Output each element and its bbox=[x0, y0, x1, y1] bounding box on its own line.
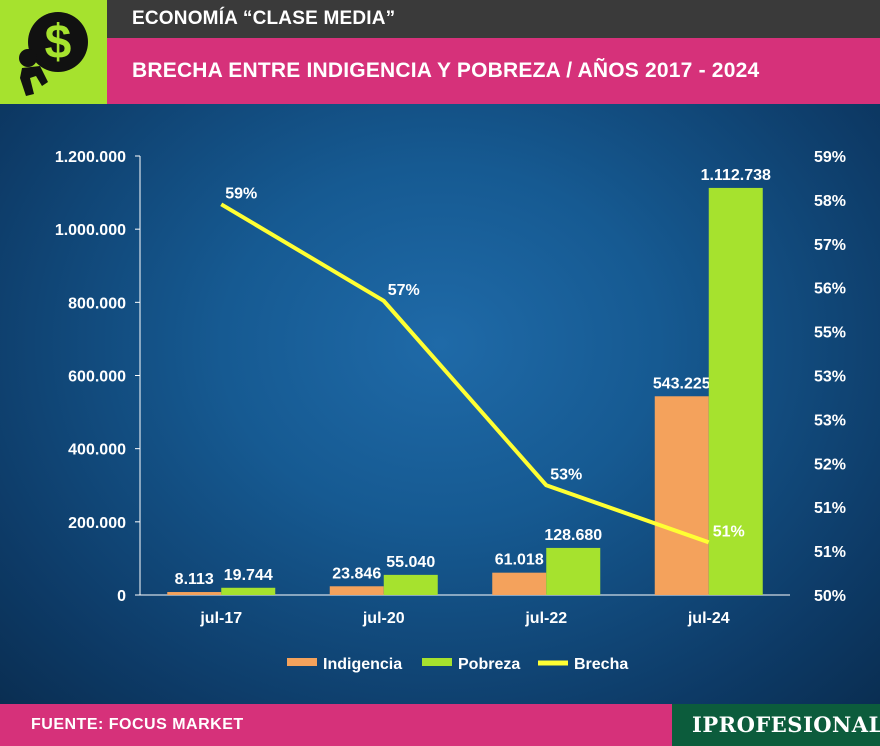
chart: 0 200.000 400.000 600.000 800.000 1.000.000 1.… bbox=[55, 149, 846, 673]
section-bar: ECONOMÍA “CLASE MEDIA” bbox=[107, 0, 880, 38]
right-tick-label: 52% bbox=[814, 456, 846, 473]
bar-label-indigencia: 61.018 bbox=[495, 552, 544, 569]
right-tick-label: 51% bbox=[814, 500, 846, 517]
bar-label-indigencia: 23.846 bbox=[332, 565, 381, 582]
right-tick-label: 57% bbox=[814, 237, 846, 254]
line-label-brecha: 59% bbox=[225, 185, 257, 202]
title-bar: BRECHA ENTRE INDIGENCIA Y POBREZA / AÑOS… bbox=[107, 38, 880, 104]
legend-label-brecha: Brecha bbox=[574, 656, 628, 673]
bar-pobreza bbox=[221, 587, 276, 595]
section-label: ECONOMÍA “CLASE MEDIA” bbox=[132, 8, 396, 29]
bar-label-pobreza: 55.040 bbox=[386, 554, 435, 571]
right-tick-label: 59% bbox=[814, 149, 846, 166]
legend-swatch-pobreza bbox=[422, 658, 452, 666]
x-tick-label: jul-17 bbox=[199, 610, 242, 627]
left-tick-label: 600.000 bbox=[68, 369, 126, 386]
left-tick-label: 1.200.000 bbox=[55, 149, 126, 166]
logo-box: $ bbox=[0, 0, 107, 104]
left-tick-label: 800.000 bbox=[68, 295, 126, 312]
right-tick-label: 50% bbox=[814, 588, 846, 605]
bar-indigencia bbox=[492, 572, 547, 595]
line-label-brecha: 51% bbox=[713, 523, 745, 540]
legend-label-indigencia: Indigencia bbox=[323, 656, 402, 673]
bar-indigencia bbox=[329, 586, 384, 595]
svg-text:$: $ bbox=[45, 16, 72, 69]
person-carrying-dollar-sign-icon: $ bbox=[19, 12, 88, 96]
left-tick-label: 400.000 bbox=[68, 442, 126, 459]
right-tick-label: 58% bbox=[814, 193, 846, 210]
bar-indigencia bbox=[654, 396, 709, 595]
right-tick-label: 55% bbox=[814, 325, 846, 342]
chart-title: BRECHA ENTRE INDIGENCIA Y POBREZA / AÑOS… bbox=[132, 59, 760, 82]
bar-label-pobreza: 19.744 bbox=[224, 567, 273, 584]
bar-label-pobreza: 128.680 bbox=[544, 527, 602, 544]
brand-logo: IPROFESIONAL bbox=[672, 704, 880, 746]
x-tick-label: jul-24 bbox=[687, 610, 730, 627]
bar-label-indigencia: 8.113 bbox=[175, 571, 214, 588]
brand-label: IPROFESIONAL bbox=[692, 712, 880, 737]
bar-pobreza bbox=[708, 187, 763, 595]
legend-label-pobreza: Pobreza bbox=[458, 656, 520, 673]
bar-label-indigencia: 543.225 bbox=[653, 375, 711, 392]
chart-area: 0 200.000 400.000 600.000 800.000 1.000.000 1.… bbox=[0, 104, 880, 704]
right-tick-label: 53% bbox=[814, 369, 846, 386]
line-brecha bbox=[220, 202, 710, 545]
line-label-brecha: 53% bbox=[550, 466, 582, 483]
x-tick-label: jul-22 bbox=[524, 610, 567, 627]
left-tick-label: 200.000 bbox=[68, 515, 126, 532]
bar-indigencia bbox=[167, 592, 222, 595]
right-tick-label: 53% bbox=[814, 412, 846, 429]
legend-swatch-indigencia bbox=[287, 658, 317, 666]
left-tick-label: 0 bbox=[117, 588, 126, 605]
line-label-brecha: 57% bbox=[388, 282, 420, 299]
bar-pobreza bbox=[383, 574, 438, 595]
right-tick-label: 51% bbox=[814, 544, 846, 561]
bar-pobreza bbox=[546, 547, 601, 595]
right-tick-label: 56% bbox=[814, 281, 846, 298]
x-tick-label: jul-20 bbox=[362, 610, 405, 627]
bar-label-pobreza: 1.112.738 bbox=[701, 167, 771, 184]
source-label: FUENTE: FOCUS MARKET bbox=[31, 716, 244, 733]
left-tick-label: 1.000.000 bbox=[55, 222, 126, 239]
